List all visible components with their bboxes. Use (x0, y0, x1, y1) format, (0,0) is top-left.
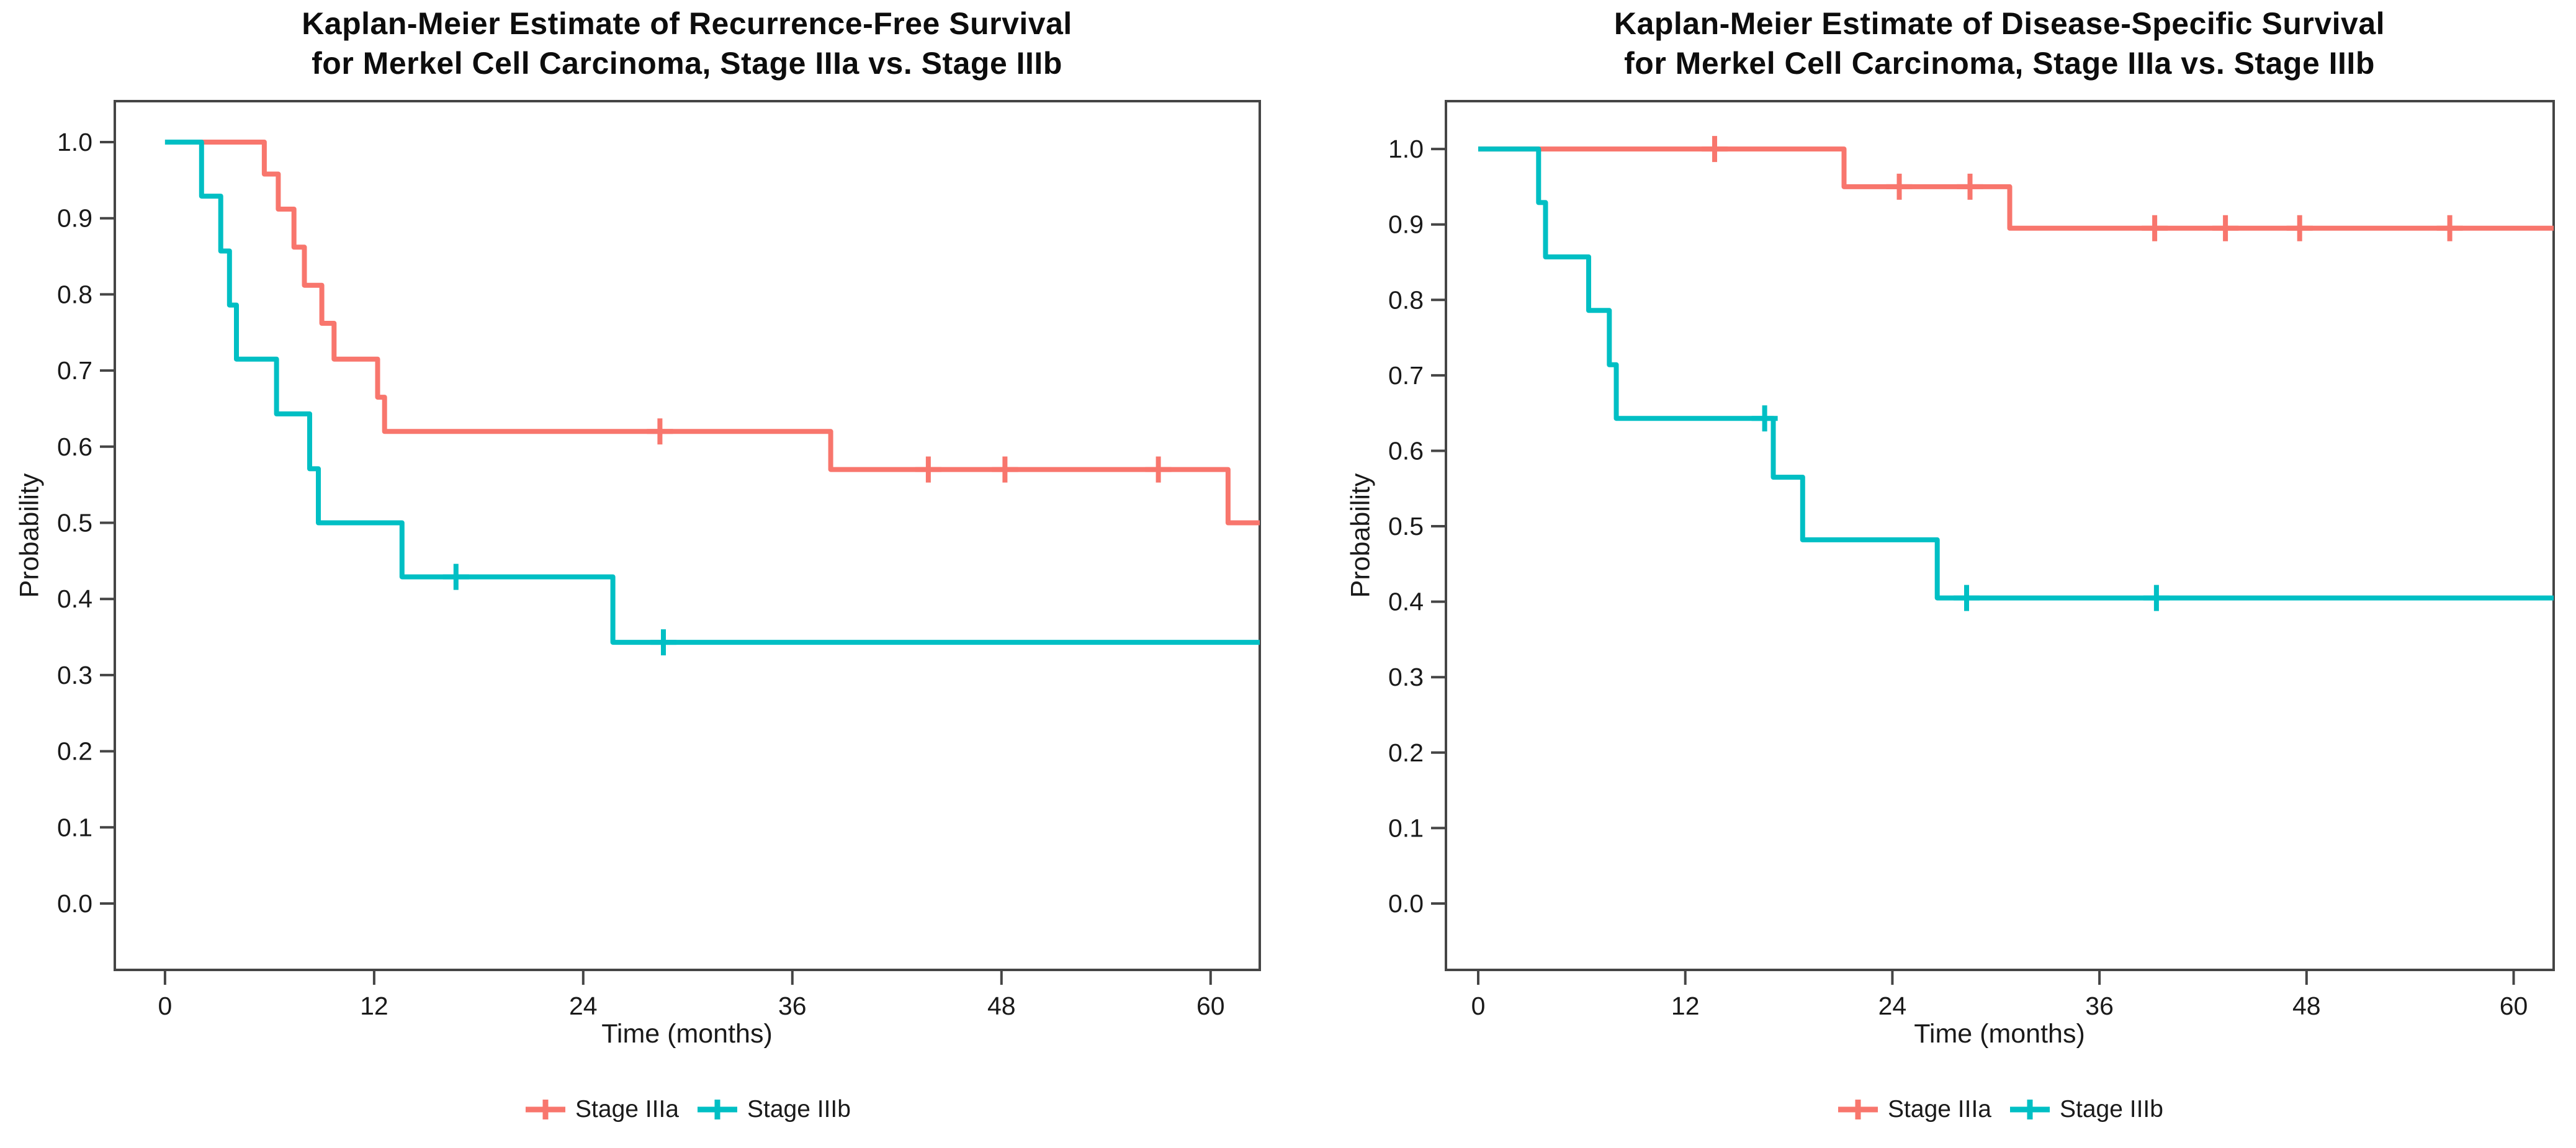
legend-label: Stage IIIa (575, 1096, 679, 1123)
y-tick-label: 1.0 (57, 128, 92, 156)
x-tick-label: 24 (1878, 992, 1907, 1020)
right-chart-title-line1: Kaplan-Meier Estimate of Disease-Specifi… (1613, 6, 2385, 41)
x-tick-label: 36 (2085, 992, 2114, 1020)
legend-censor-line-icon (523, 1093, 568, 1126)
y-tick-label: 0.2 (57, 737, 92, 766)
x-tick-label: 36 (778, 992, 807, 1020)
y-tick-label: 0.6 (1388, 437, 1424, 465)
censor-mark (1751, 405, 1778, 432)
legend-item-stage-iiib: Stage IIIb (2008, 1093, 2163, 1126)
km-curve-stage-iiia (1478, 146, 2554, 231)
y-tick-label: 0.5 (57, 509, 92, 537)
y-tick-label: 0.1 (57, 813, 92, 841)
censor-mark (1957, 173, 1983, 200)
x-tick-label: 48 (987, 992, 1016, 1020)
y-tick-label: 0.9 (1388, 210, 1424, 239)
y-tick-label: 0.0 (57, 889, 92, 918)
legend-item-stage-iiib: Stage IIIb (695, 1093, 851, 1126)
y-tick-label: 0.2 (1388, 738, 1424, 767)
y-tick-label: 0.8 (1388, 285, 1424, 314)
y-tick-label: 0.4 (1388, 588, 1424, 616)
y-tick-label: 0.3 (57, 661, 92, 689)
right-legend: Stage IIIa Stage IIIb (1379, 1093, 2576, 1126)
censor-mark (650, 629, 676, 656)
censor-mark (1702, 136, 1728, 163)
x-tick-label: 0 (158, 992, 172, 1020)
censor-mark (2436, 215, 2463, 241)
censor-mark (992, 456, 1018, 483)
left-chart-title-line1: Kaplan-Meier Estimate of Recurrence-Free… (302, 6, 1072, 41)
censor-mark (1954, 585, 1980, 611)
censor-mark (2143, 585, 2170, 611)
legend-label: Stage IIIb (747, 1096, 851, 1123)
right-x-axis-label: Time (months) (1914, 1019, 2085, 1049)
censor-mark (2212, 215, 2239, 241)
right-y-axis-label: Probability (1345, 473, 1376, 598)
x-tick-label: 60 (2500, 992, 2528, 1020)
left-x-axis-label: Time (months) (601, 1019, 773, 1049)
y-tick-label: 1.0 (1388, 135, 1424, 163)
legend-label: Stage IIIa (1888, 1096, 1991, 1123)
censor-mark (1145, 456, 1172, 483)
censor-mark (647, 418, 673, 445)
y-tick-label: 0.6 (57, 433, 92, 461)
plot-box (1445, 100, 2555, 971)
right-chart-title-line2: for Merkel Cell Carcinoma, Stage IIIa vs… (1624, 46, 2375, 81)
legend-censor-line-icon (695, 1093, 740, 1126)
left-legend: Stage IIIa Stage IIIb (66, 1093, 1308, 1126)
x-tick-label: 12 (1671, 992, 1700, 1020)
x-tick-label: 60 (1196, 992, 1225, 1020)
censor-mark (2286, 215, 2313, 241)
y-tick-label: 0.7 (1388, 361, 1424, 390)
y-tick-label: 0.7 (57, 356, 92, 385)
censor-mark (2142, 215, 2168, 241)
plot-box (114, 100, 1261, 971)
x-tick-label: 24 (569, 992, 598, 1020)
y-tick-label: 0.4 (57, 585, 92, 613)
y-tick-label: 0.9 (57, 204, 92, 233)
km-curve-stage-iiia (164, 140, 1260, 526)
km-curve-stage-iiib (164, 140, 1260, 645)
legend-item-stage-iiia: Stage IIIa (523, 1093, 679, 1126)
y-tick-label: 0.3 (1388, 663, 1424, 691)
legend-label: Stage IIIb (2060, 1096, 2163, 1123)
legend-censor-line-icon (2008, 1093, 2052, 1126)
x-tick-label: 0 (1471, 992, 1486, 1020)
y-tick-label: 0.5 (1388, 512, 1424, 540)
left-chart-title: Kaplan-Meier Estimate of Recurrence-Free… (66, 4, 1308, 83)
left-chart-title-line2: for Merkel Cell Carcinoma, Stage IIIa vs… (312, 46, 1062, 81)
x-tick-label: 48 (2292, 992, 2321, 1020)
y-tick-label: 0.0 (1388, 889, 1424, 918)
censor-mark (442, 563, 469, 590)
y-tick-label: 0.1 (1388, 814, 1424, 842)
left-y-axis-label: Probability (14, 473, 45, 598)
legend-item-stage-iiia: Stage IIIa (1836, 1093, 1991, 1126)
y-tick-label: 0.8 (57, 280, 92, 308)
censor-mark (915, 456, 941, 483)
censor-mark (1886, 173, 1913, 200)
legend-censor-line-icon (1836, 1093, 1880, 1126)
x-tick-label: 12 (360, 992, 388, 1020)
right-chart-title: Kaplan-Meier Estimate of Disease-Specifi… (1379, 4, 2576, 83)
km-curve-stage-iiib (1478, 146, 2554, 601)
